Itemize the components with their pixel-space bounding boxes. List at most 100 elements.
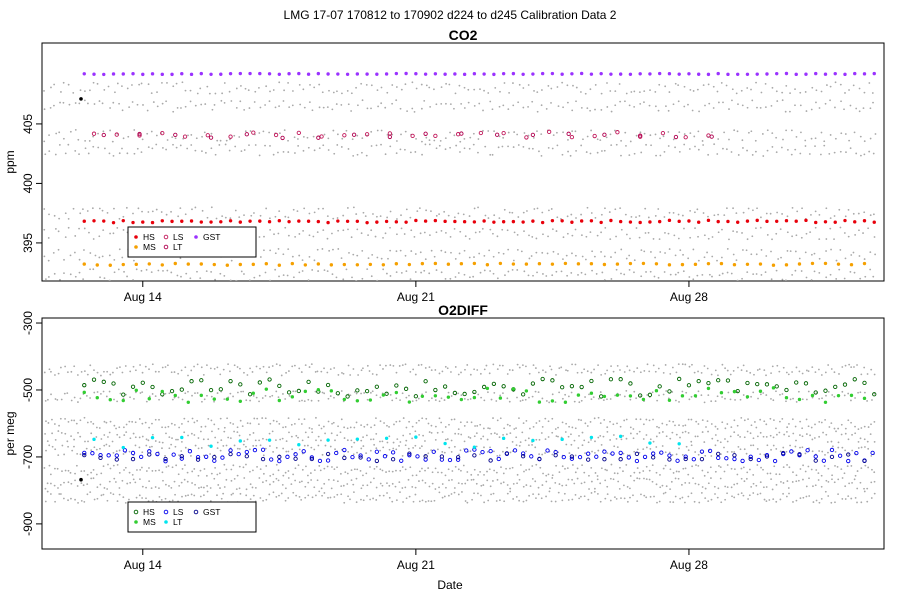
o2diff-background-point bbox=[593, 490, 596, 493]
co2-background-point bbox=[298, 271, 301, 274]
o2diff-background-point bbox=[574, 471, 577, 474]
co2-background-point bbox=[313, 211, 316, 214]
co2-background-point bbox=[731, 99, 733, 102]
o2diff-background-point bbox=[122, 496, 125, 499]
co2-point-ms bbox=[784, 263, 789, 267]
co2-point-hs bbox=[287, 219, 291, 224]
o2diff-background-point bbox=[310, 479, 313, 481]
o2diff-background-point bbox=[258, 439, 261, 442]
co2-background-point bbox=[811, 86, 814, 89]
o2diff-background-point bbox=[93, 391, 96, 394]
o2diff-background-point bbox=[542, 369, 544, 372]
o2diff-background-point bbox=[724, 367, 727, 370]
o2diff-background-point bbox=[392, 365, 395, 367]
o2diff-background-point bbox=[398, 365, 401, 367]
co2-point-ms bbox=[368, 262, 373, 267]
o2diff-background-point bbox=[430, 369, 433, 371]
o2diff-background-point bbox=[655, 435, 658, 438]
co2-background-point bbox=[175, 146, 178, 149]
o2diff-background-point bbox=[740, 492, 743, 495]
o2diff-background-point bbox=[190, 455, 192, 457]
o2diff-background-point bbox=[833, 481, 836, 484]
o2diff-point-ls bbox=[252, 447, 258, 453]
o2diff-background-point bbox=[864, 446, 866, 448]
co2-background-point bbox=[400, 272, 403, 274]
o2diff-background-point bbox=[186, 471, 189, 474]
o2diff-background-point bbox=[193, 365, 195, 368]
o2diff-background-point bbox=[216, 441, 219, 444]
o2diff-background-point bbox=[746, 471, 749, 474]
o2diff-background-point bbox=[395, 371, 398, 374]
o2diff-background-point bbox=[434, 438, 437, 441]
co2-background-point bbox=[336, 144, 339, 146]
o2diff-point-ls bbox=[756, 457, 761, 463]
o2diff-background-point bbox=[648, 478, 651, 481]
o2diff-background-point bbox=[108, 445, 111, 447]
o2diff-background-point bbox=[628, 369, 631, 372]
o2diff-background-point bbox=[867, 466, 870, 469]
o2diff-background-point bbox=[373, 467, 376, 470]
o2diff-background-point bbox=[243, 477, 246, 479]
co2-point-hs bbox=[189, 219, 194, 223]
o2diff-background-point bbox=[765, 486, 768, 488]
co2-point-ls bbox=[205, 133, 210, 138]
o2diff-background-point bbox=[571, 498, 574, 501]
o2diff-point-ls bbox=[586, 451, 591, 456]
o2diff-background-point bbox=[681, 390, 684, 393]
o2diff-background-point bbox=[324, 444, 327, 447]
o2diff-background-point bbox=[847, 392, 850, 395]
co2-background-point bbox=[287, 216, 290, 219]
co2-background-point bbox=[723, 214, 726, 217]
o2diff-background-point bbox=[464, 482, 467, 485]
o2diff-background-point bbox=[271, 394, 274, 397]
co2-point-gst bbox=[394, 71, 399, 76]
o2diff-background-point bbox=[113, 424, 116, 427]
co2-point-gst bbox=[433, 72, 438, 76]
o2diff-background-point bbox=[197, 474, 200, 477]
o2diff-background-point bbox=[682, 467, 685, 470]
o2diff-background-point bbox=[697, 390, 700, 393]
o2diff-background-point bbox=[287, 470, 290, 472]
o2diff-background-point bbox=[684, 467, 687, 470]
co2-background-point bbox=[68, 103, 71, 106]
o2diff-background-point bbox=[775, 483, 778, 486]
o2diff-background-point bbox=[86, 493, 89, 496]
co2-background-point bbox=[254, 144, 257, 146]
co2-point-hs bbox=[258, 219, 262, 223]
o2diff-background-point bbox=[206, 364, 208, 367]
co2-background-point bbox=[610, 278, 613, 280]
o2diff-background-point bbox=[332, 479, 335, 482]
co2-point-hs bbox=[745, 219, 750, 223]
co2-background-point bbox=[702, 144, 705, 146]
o2diff-point-hs bbox=[169, 388, 175, 394]
o2diff-background-point bbox=[522, 485, 525, 488]
co2-background-point bbox=[488, 249, 491, 252]
co2-background-point bbox=[286, 274, 289, 277]
o2diff-background-point bbox=[134, 481, 137, 484]
o2diff-point-hs bbox=[472, 389, 477, 395]
o2diff-background-point bbox=[466, 471, 469, 473]
co2-background-point bbox=[780, 146, 783, 149]
o2diff-background-point bbox=[61, 470, 63, 473]
co2-background-point bbox=[259, 106, 262, 109]
o2diff-background-point bbox=[131, 474, 134, 476]
o2diff-background-point bbox=[113, 477, 116, 480]
co2-background-point bbox=[435, 231, 438, 234]
o2diff-point-ls bbox=[480, 450, 485, 455]
o2diff-background-point bbox=[851, 433, 853, 436]
co2-background-point bbox=[463, 107, 466, 109]
o2diff-background-point bbox=[375, 465, 378, 468]
o2diff-background-point bbox=[402, 434, 405, 437]
o2diff-background-point bbox=[625, 464, 628, 466]
o2diff-point-ms bbox=[576, 393, 581, 397]
co2-background-point bbox=[350, 236, 353, 239]
o2diff-background-point bbox=[519, 441, 522, 443]
o2diff-point-gst bbox=[634, 451, 640, 456]
o2diff-background-point bbox=[64, 365, 67, 368]
o2diff-background-point bbox=[318, 424, 321, 427]
co2-background-point bbox=[776, 211, 779, 214]
co2-background-point bbox=[337, 248, 340, 250]
o2diff-background-point bbox=[528, 396, 530, 399]
